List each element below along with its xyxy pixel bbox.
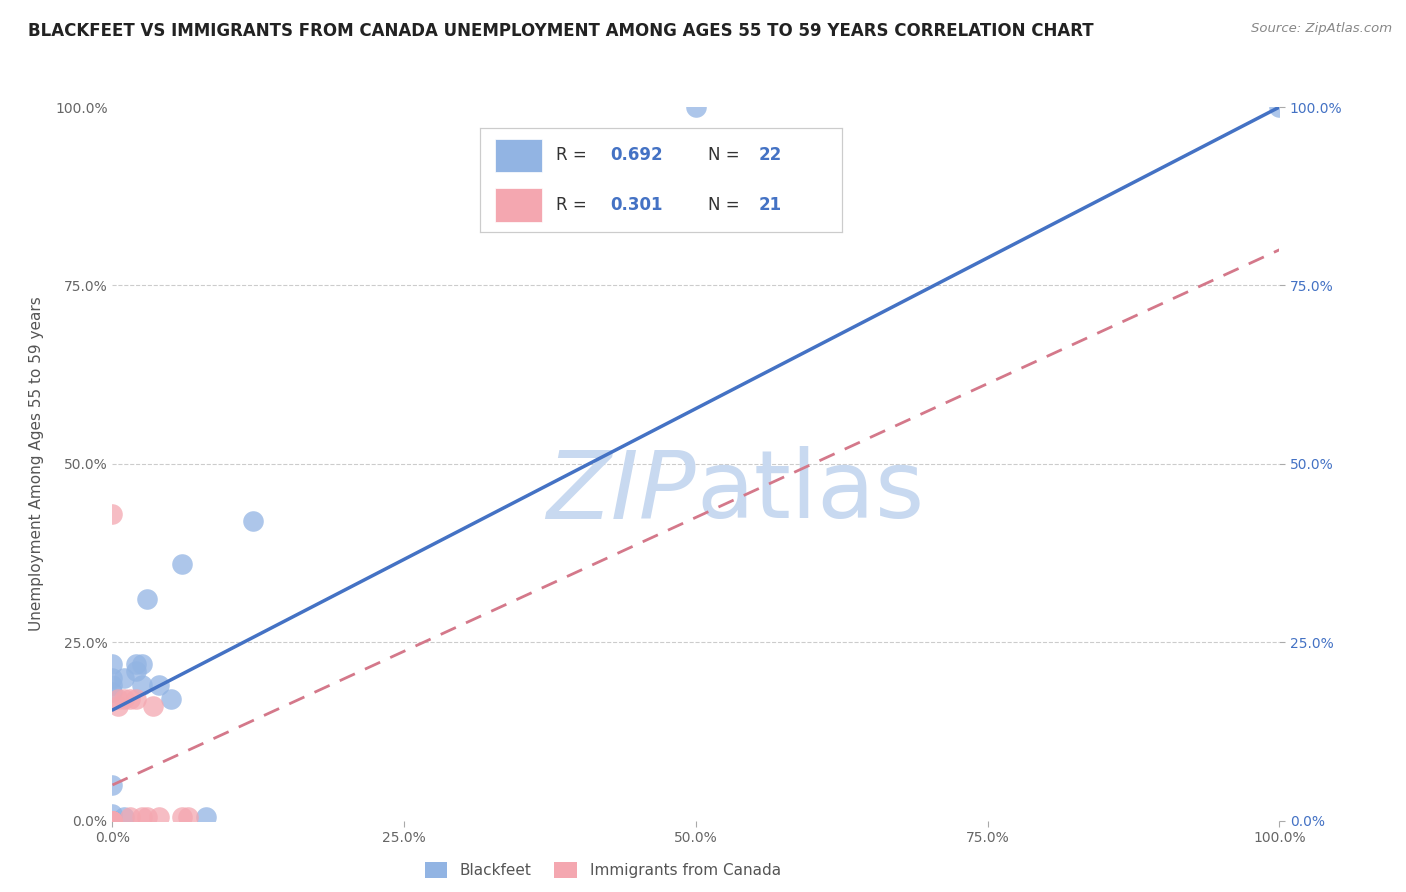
Point: [131, 810, 153, 824]
Point: [685, 100, 707, 114]
Point: [101, 678, 124, 692]
Text: BLACKFEET VS IMMIGRANTS FROM CANADA UNEMPLOYMENT AMONG AGES 55 TO 59 YEARS CORRE: BLACKFEET VS IMMIGRANTS FROM CANADA UNEM…: [28, 22, 1094, 40]
Point: [142, 699, 165, 714]
Text: Source: ZipAtlas.com: Source: ZipAtlas.com: [1251, 22, 1392, 36]
Point: [101, 814, 124, 828]
Point: [118, 810, 141, 824]
Point: [194, 810, 217, 824]
Point: [112, 671, 135, 685]
Point: [107, 699, 129, 714]
Point: [172, 557, 194, 571]
Point: [101, 685, 124, 699]
Point: [136, 592, 159, 607]
Point: [112, 810, 135, 824]
Point: [160, 692, 183, 706]
Text: ZIP: ZIP: [547, 447, 696, 538]
Point: [1268, 100, 1291, 114]
Point: [107, 692, 129, 706]
Point: [101, 657, 124, 671]
Point: [136, 810, 159, 824]
Point: [101, 814, 124, 828]
Text: atlas: atlas: [696, 446, 924, 539]
Point: [125, 657, 148, 671]
Point: [101, 778, 124, 792]
Point: [242, 514, 264, 528]
Legend: Blackfeet, Immigrants from Canada: Blackfeet, Immigrants from Canada: [419, 856, 787, 884]
Point: [101, 814, 124, 828]
Point: [101, 814, 124, 828]
Point: [125, 664, 148, 678]
Point: [118, 692, 141, 706]
Point: [101, 671, 124, 685]
Point: [112, 692, 135, 706]
Point: [177, 810, 200, 824]
Point: [148, 810, 170, 824]
Point: [131, 657, 153, 671]
Point: [131, 678, 153, 692]
Y-axis label: Unemployment Among Ages 55 to 59 years: Unemployment Among Ages 55 to 59 years: [30, 296, 44, 632]
Point: [101, 814, 124, 828]
Point: [101, 507, 124, 521]
Point: [101, 814, 124, 828]
Point: [148, 678, 170, 692]
Point: [101, 806, 124, 821]
Point: [101, 814, 124, 828]
Point: [172, 810, 194, 824]
Point: [101, 814, 124, 828]
Point: [101, 814, 124, 828]
Point: [125, 692, 148, 706]
Point: [101, 814, 124, 828]
